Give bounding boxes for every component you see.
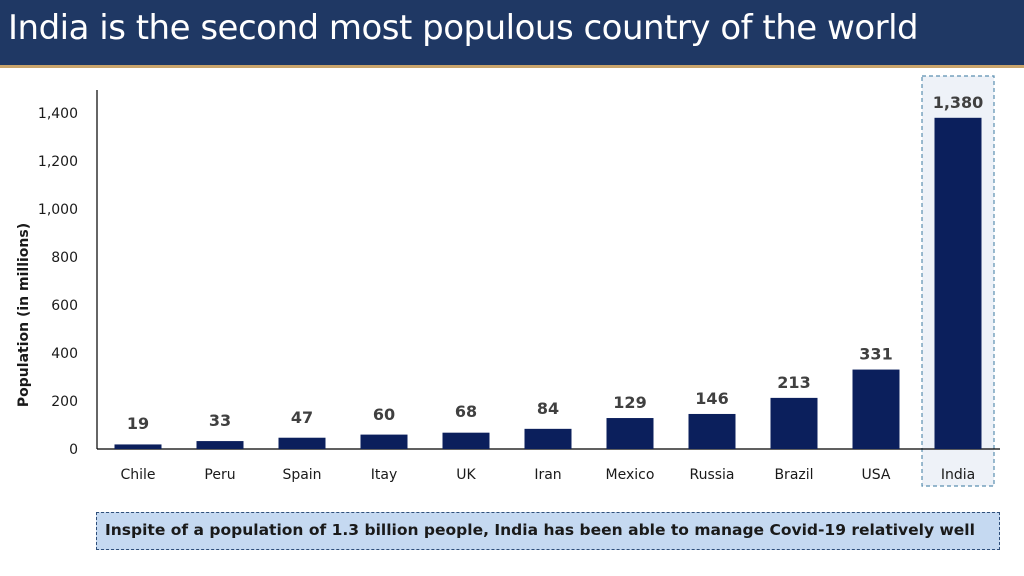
x-tick-label: Chile bbox=[120, 467, 155, 483]
x-tick-label: Peru bbox=[204, 467, 235, 483]
y-tick-label: 600 bbox=[51, 298, 78, 314]
x-tick-label: India bbox=[941, 467, 975, 483]
data-label: 33 bbox=[209, 411, 231, 430]
data-label: 1,380 bbox=[933, 93, 984, 112]
bar bbox=[688, 413, 736, 449]
y-tick-label: 1,000 bbox=[38, 202, 78, 218]
x-tick-label: Iran bbox=[534, 467, 561, 483]
bar bbox=[360, 434, 408, 449]
x-tick-label: UK bbox=[456, 467, 476, 483]
y-tick-label: 1,400 bbox=[38, 106, 78, 122]
bar bbox=[934, 117, 982, 450]
x-tick-label: Russia bbox=[689, 467, 734, 483]
y-tick-label: 0 bbox=[69, 442, 78, 458]
data-label: 60 bbox=[373, 405, 395, 424]
data-label: 331 bbox=[859, 345, 892, 364]
bar bbox=[442, 432, 490, 449]
y-tick-label: 200 bbox=[51, 394, 78, 410]
bar bbox=[196, 441, 244, 449]
data-label: 146 bbox=[695, 389, 728, 408]
data-label: 129 bbox=[613, 393, 646, 412]
x-tick-label: USA bbox=[862, 467, 891, 483]
y-tick-label: 1,200 bbox=[38, 154, 78, 170]
bar bbox=[852, 369, 900, 449]
x-tick-label: Mexico bbox=[606, 467, 655, 483]
x-tick-label: Brazil bbox=[774, 467, 813, 483]
bar bbox=[606, 418, 654, 449]
data-label: 68 bbox=[455, 402, 477, 421]
bar bbox=[114, 444, 162, 449]
title-bar: India is the second most populous countr… bbox=[0, 0, 1024, 68]
bar bbox=[770, 397, 818, 449]
data-label: 213 bbox=[777, 373, 810, 392]
data-label: 19 bbox=[127, 414, 149, 433]
page-title: India is the second most populous countr… bbox=[8, 8, 919, 48]
y-tick-label: 400 bbox=[51, 346, 78, 362]
bar bbox=[278, 437, 326, 449]
x-tick-label: Spain bbox=[282, 467, 321, 483]
bar-chart: 0 200 400 600 800 1,000 1,200 1,400 Population (… bbox=[16, 75, 1000, 487]
y-tick-label: 800 bbox=[51, 250, 78, 266]
bar bbox=[524, 428, 572, 449]
x-tick-label: Itay bbox=[371, 467, 397, 483]
data-label: 84 bbox=[537, 399, 559, 418]
footer-note: Inspite of a population of 1.3 billion p… bbox=[105, 521, 975, 539]
data-label: 47 bbox=[291, 408, 313, 427]
y-axis-label: Population (in millions) bbox=[16, 223, 32, 407]
footer-callout: Inspite of a population of 1.3 billion p… bbox=[96, 512, 1000, 550]
